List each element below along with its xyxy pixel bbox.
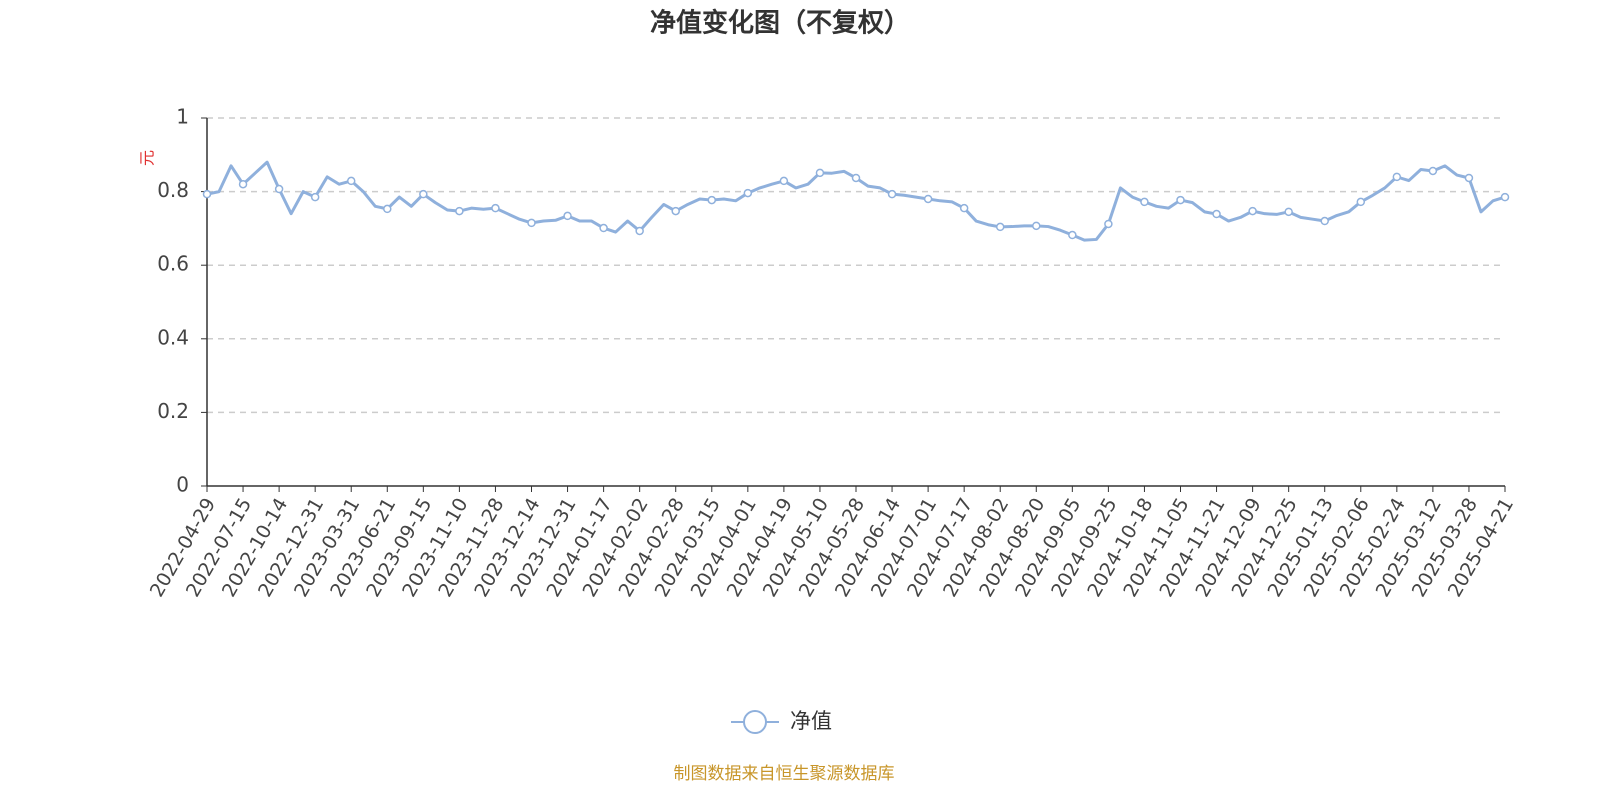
y-tick-label: 0.2 [157,399,189,423]
data-point [455,206,464,216]
data-point [274,184,284,194]
data-point [1356,197,1366,207]
data-point [635,226,644,236]
y-tick-label: 0.8 [157,178,189,202]
y-tick-label: 0.6 [157,252,189,276]
chart-title: 净值变化图（不复权） [650,8,910,39]
data-point [995,222,1005,232]
data-point [959,203,969,213]
y-tick-label: 0.4 [157,325,189,349]
data-point [202,189,212,199]
y-axis-label: 元 [138,150,157,166]
legend-symbol [743,710,767,734]
data-point [1140,197,1149,207]
data-point [383,204,392,214]
data-point [419,189,428,199]
data-point [743,188,753,198]
data-point [815,168,825,178]
legend-label: 净值 [790,709,832,733]
data-point [1248,206,1257,216]
data-point [1176,195,1185,205]
y-tick-label: 0 [176,473,189,497]
data-point [1464,173,1474,183]
data-point [671,206,680,216]
data-point [887,189,897,199]
data-point [1212,209,1221,219]
data-point [851,173,861,183]
source-note: 制图数据来自恒生聚源数据库 [674,764,895,784]
data-point [599,223,608,233]
data-point [346,176,356,186]
data-point [1500,192,1510,202]
data-point [707,195,717,205]
data-point [1320,216,1329,226]
data-point [563,211,572,221]
data-point [310,192,320,202]
data-point [527,218,536,228]
data-point [1392,172,1402,182]
data-point [1284,207,1293,217]
data-point [923,194,933,204]
data-point [779,176,789,186]
data-point [1428,166,1438,176]
data-point [1032,221,1041,231]
data-point [238,179,248,189]
data-point [1104,219,1113,229]
data-point [1068,230,1077,240]
y-tick-label: 1 [176,105,189,129]
data-point [491,203,500,213]
